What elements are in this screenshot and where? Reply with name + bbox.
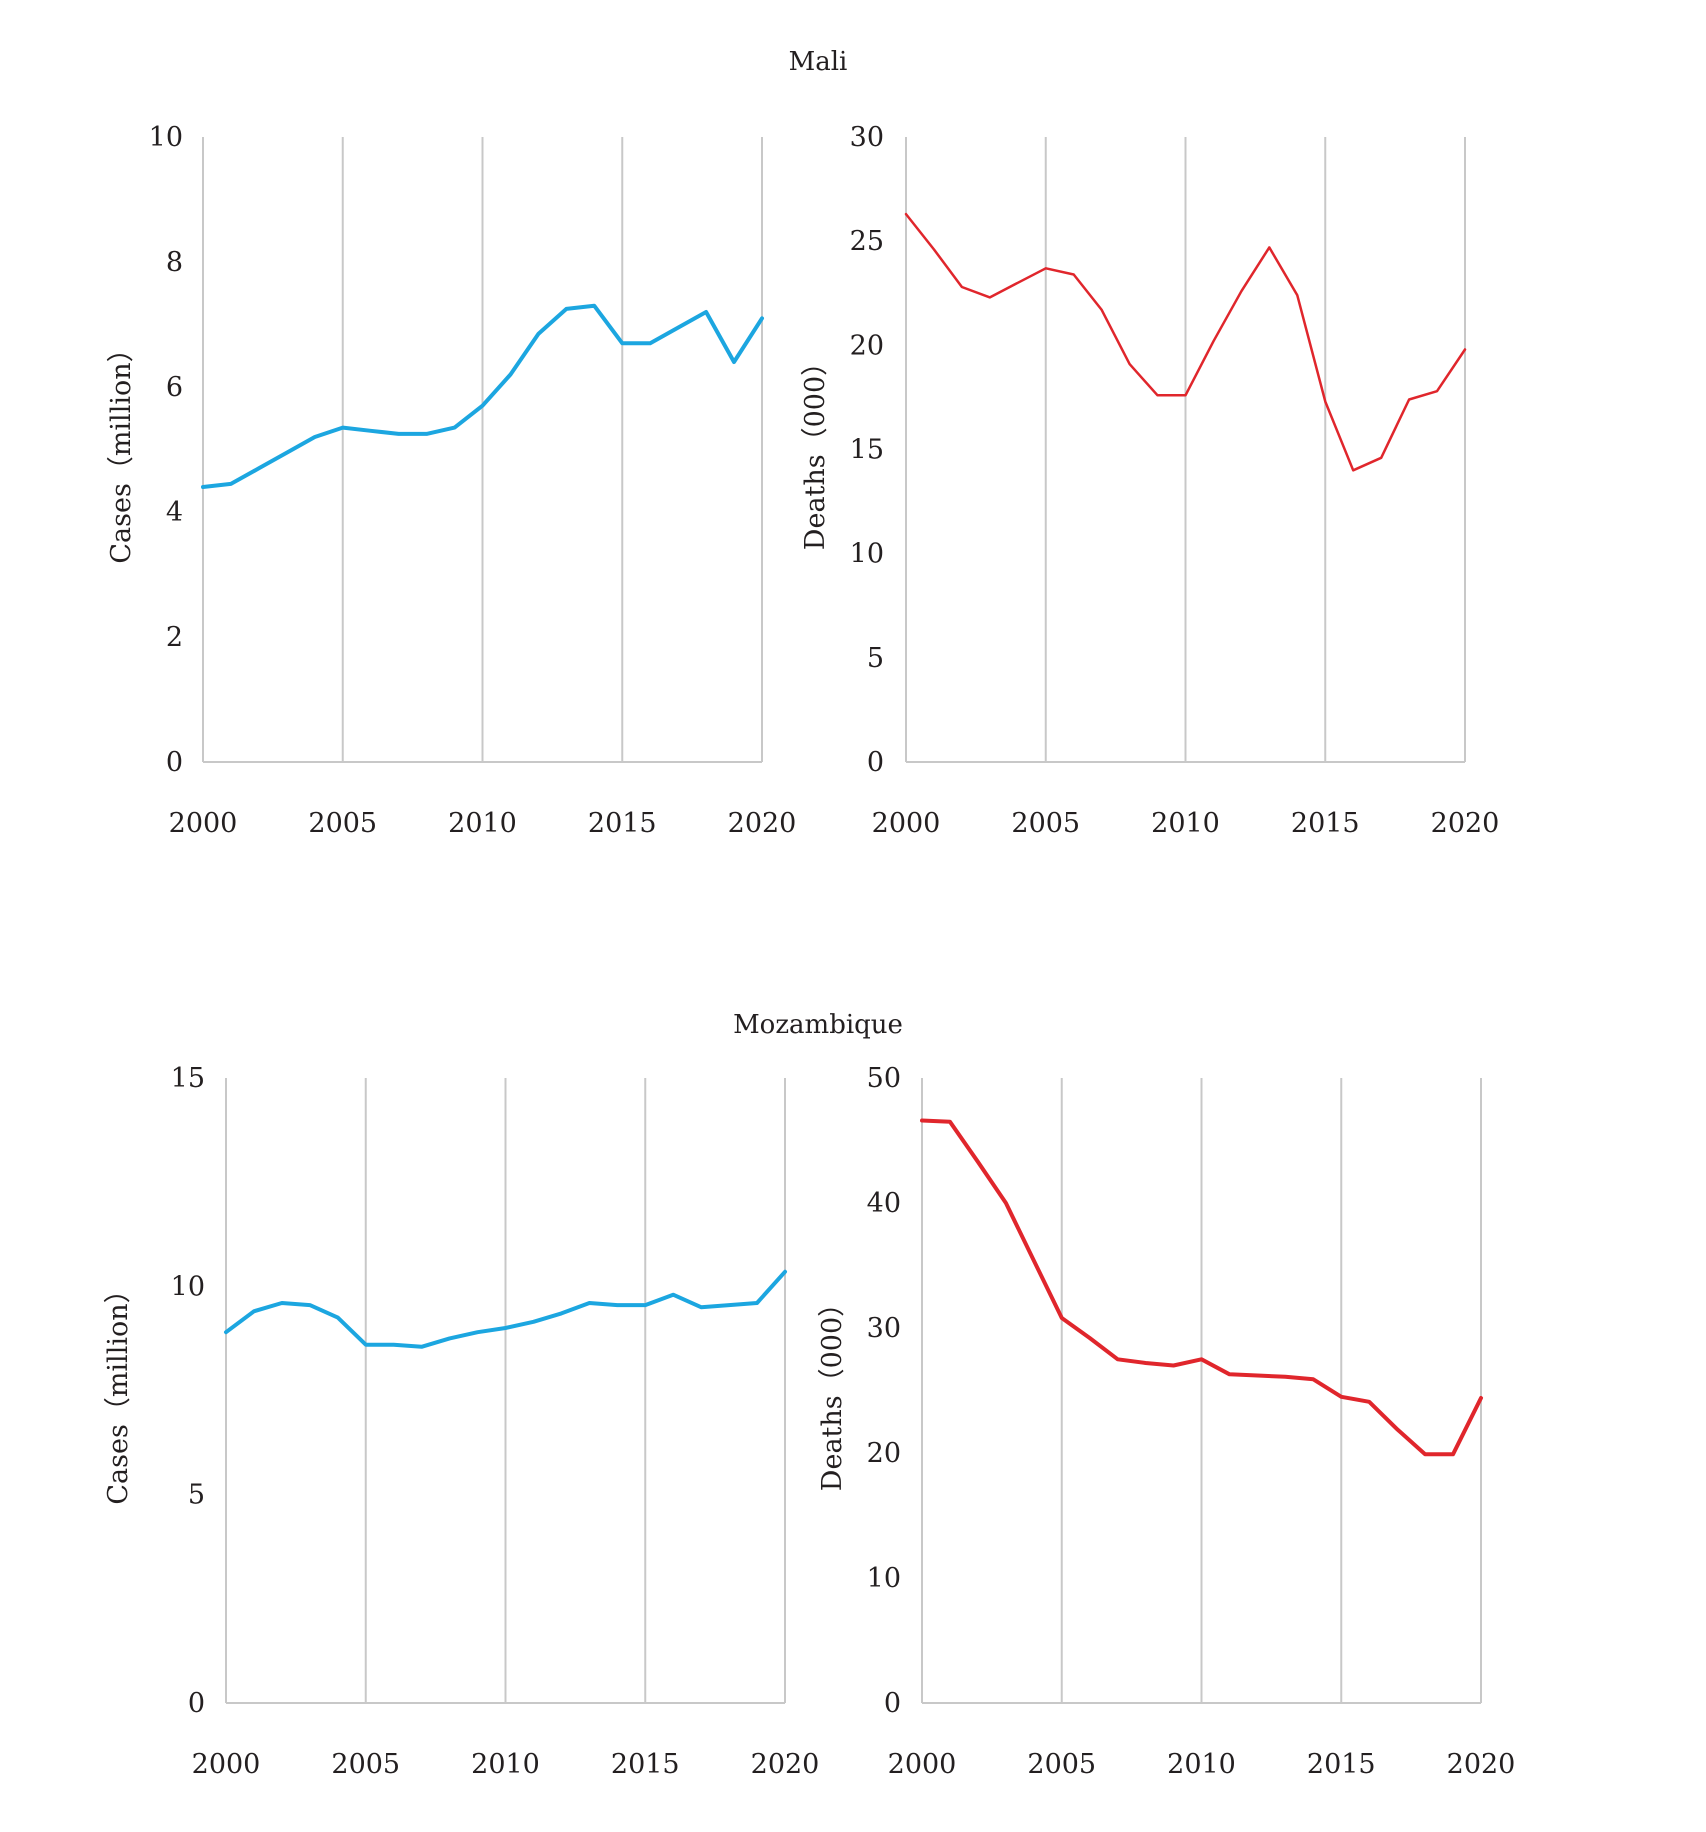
x-tick-label: 2020 [751, 1749, 820, 1780]
y-tick-label: 0 [884, 1688, 901, 1719]
y-tick-label: 5 [188, 1480, 205, 1511]
x-tick-label: 2015 [588, 808, 657, 839]
y-tick-label: 20 [850, 330, 884, 361]
x-tick-label: 2005 [1027, 1749, 1096, 1780]
y-tick-label: 15 [850, 435, 884, 466]
y-tick-label: 0 [188, 1688, 205, 1719]
group-title-mozambique: Mozambique [733, 1010, 903, 1040]
y-tick-label: 2 [166, 622, 183, 653]
series-line [224, 1269, 787, 1349]
y-tick-label: 10 [867, 1563, 901, 1594]
y-tick-label: 30 [867, 1313, 901, 1344]
y-tick-label: 10 [171, 1271, 205, 1302]
y-tick-label: 8 [166, 247, 183, 278]
y-axis-label: Deaths（000） [800, 349, 831, 550]
y-tick-label: 25 [850, 226, 884, 257]
y-tick-label: 10 [850, 539, 884, 570]
y-tick-label: 30 [850, 122, 884, 153]
x-tick-label: 2010 [1167, 1749, 1236, 1780]
x-tick-label: 2005 [308, 808, 377, 839]
series-line [201, 303, 764, 489]
x-tick-label: 2000 [192, 1749, 261, 1780]
x-tick-label: 2010 [471, 1749, 540, 1780]
x-tick-label: 2020 [728, 808, 797, 839]
y-tick-label: 4 [166, 497, 183, 528]
x-tick-label: 2020 [1431, 808, 1500, 839]
x-tick-label: 2010 [1151, 808, 1220, 839]
y-tick-label: 40 [867, 1188, 901, 1219]
series-line [904, 212, 1467, 472]
x-tick-label: 2010 [448, 808, 517, 839]
mozambique-deaths-chart: 0 10 20 30 40 50 2000 2005 2010 2015 2020 Deaths（00… [817, 1063, 1515, 1780]
mali-cases-chart: 0 2 4 6 8 10 2000 2005 2010 2015 2020 Cases（million… [106, 122, 796, 839]
x-tick-label: 2020 [1447, 1749, 1516, 1780]
y-tick-label: 10 [149, 122, 183, 153]
y-axis-label: Deaths（000） [817, 1290, 848, 1491]
y-tick-label: 20 [867, 1438, 901, 1469]
y-tick-label: 50 [867, 1063, 901, 1094]
x-tick-label: 2005 [1011, 808, 1080, 839]
x-tick-label: 2015 [611, 1749, 680, 1780]
y-axis-label: Cases（million） [106, 335, 137, 563]
y-tick-label: 6 [166, 372, 183, 403]
y-tick-label: 0 [166, 747, 183, 778]
mali-deaths-chart: 0 5 10 15 20 25 30 2000 2005 2010 2015 2020 Deaths（0… [800, 122, 1499, 839]
y-tick-label: 5 [867, 643, 884, 674]
x-tick-label: 2000 [888, 1749, 957, 1780]
x-tick-label: 2000 [169, 808, 238, 839]
series-line [920, 1118, 1483, 1457]
x-tick-label: 2015 [1291, 808, 1360, 839]
x-tick-label: 2015 [1307, 1749, 1376, 1780]
x-tick-label: 2005 [331, 1749, 400, 1780]
y-tick-label: 0 [867, 747, 884, 778]
group-title-mali: Mali [789, 47, 848, 77]
y-axis-label: Cases（million） [103, 1276, 134, 1504]
x-tick-label: 2000 [872, 808, 941, 839]
y-tick-label: 15 [171, 1063, 205, 1094]
mozambique-cases-chart: 0 5 10 15 2000 2005 2010 2015 2020 Cases（million） [103, 1063, 819, 1780]
